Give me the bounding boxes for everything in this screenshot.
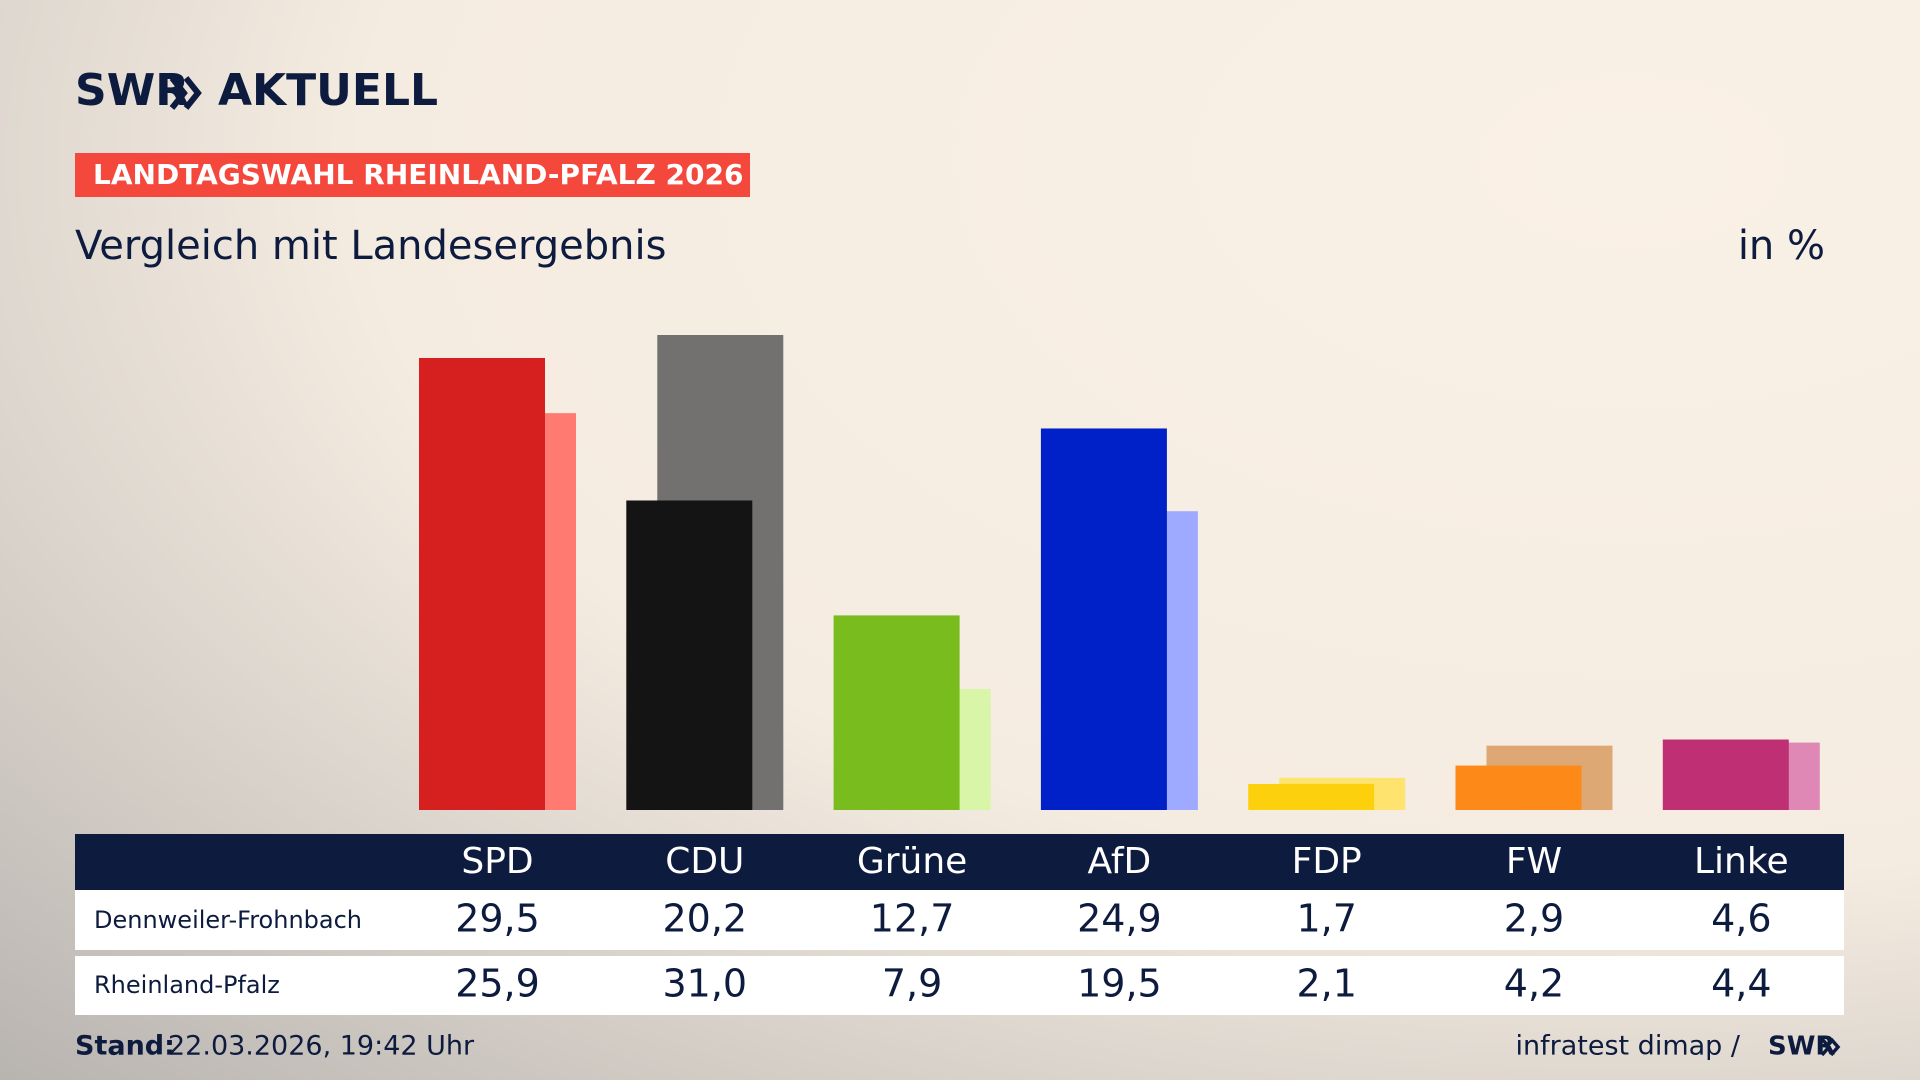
value-label: 24,9 xyxy=(1077,897,1162,941)
bar xyxy=(1455,765,1582,810)
category-label: SPD xyxy=(461,841,533,882)
stand-label: Stand: xyxy=(75,1031,175,1062)
source: infratest dimap / xyxy=(1515,1031,1740,1062)
logo-chevrons xyxy=(169,76,202,110)
row-label: Rheinland-Pfalz xyxy=(94,971,280,999)
value-label: 29,5 xyxy=(455,897,540,941)
kicker: LANDTAGSWAHL RHEINLAND-PFALZ 2026 xyxy=(93,158,743,191)
category-label: CDU xyxy=(665,841,744,882)
bar xyxy=(419,357,545,810)
logo-left: SWR xyxy=(75,65,189,116)
value-label: 2,9 xyxy=(1504,897,1564,941)
category-label: FW xyxy=(1506,841,1562,882)
value-label: 19,5 xyxy=(1077,962,1162,1006)
value-label: 12,7 xyxy=(870,897,955,941)
table-header xyxy=(75,834,1844,890)
category-label: Grüne xyxy=(857,841,967,882)
value-label: 7,9 xyxy=(882,962,942,1006)
source-chevrons xyxy=(1820,1037,1841,1057)
table-row xyxy=(75,956,1844,1015)
logo-right: AKTUELL xyxy=(218,65,438,116)
value-label: 31,0 xyxy=(662,962,747,1006)
bar xyxy=(1662,739,1789,810)
category-label: FDP xyxy=(1292,841,1362,882)
stand: 22.03.2026, 19:42 Uhr xyxy=(168,1031,475,1062)
value-label: 4,6 xyxy=(1711,897,1771,941)
source-logo: SWR xyxy=(1768,1032,1835,1062)
unit-label: in % xyxy=(1738,223,1825,269)
bar xyxy=(1248,783,1375,810)
value-label: 4,2 xyxy=(1504,962,1564,1006)
bar xyxy=(1040,428,1167,810)
value-label: 2,1 xyxy=(1296,962,1356,1006)
chart-title: Vergleich mit Landesergebnis xyxy=(75,223,666,269)
kicker-box xyxy=(75,153,750,197)
value-label: 4,4 xyxy=(1711,962,1771,1006)
category-label: Linke xyxy=(1694,841,1789,882)
bar xyxy=(626,500,753,810)
table-row xyxy=(75,890,1844,950)
row-label: Dennweiler-Frohnbach xyxy=(94,906,362,934)
value-label: 25,9 xyxy=(455,962,540,1006)
category-label: AfD xyxy=(1088,841,1152,882)
value-label: 1,7 xyxy=(1296,897,1356,941)
value-label: 20,2 xyxy=(662,897,747,941)
bar xyxy=(833,615,960,810)
